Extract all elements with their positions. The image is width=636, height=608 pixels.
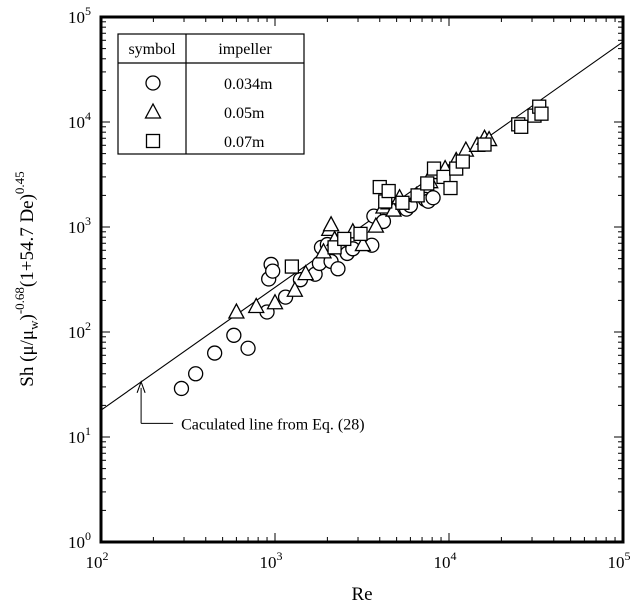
x-tick-label-base: 10 xyxy=(434,553,451,572)
y-tick-label: 105 xyxy=(68,4,91,27)
x-tick-label: 102 xyxy=(86,549,109,572)
data-point-circle xyxy=(265,263,281,279)
y-tick-label-exp: 4 xyxy=(85,109,91,123)
y-tick-label-exp: 0 xyxy=(85,529,91,543)
data-point-square xyxy=(420,176,435,191)
legend-header-impeller: impeller xyxy=(218,41,272,58)
y-axis-label: Sh (μ/μw)-0.68(1+54.7 De)0.45 xyxy=(12,171,41,386)
data-point-square xyxy=(353,226,368,242)
data-point-circle xyxy=(188,366,204,382)
data-point-square xyxy=(455,154,470,169)
data-point-square xyxy=(410,188,425,203)
data-point-circle xyxy=(330,261,346,277)
x-tick-label-exp: 5 xyxy=(625,549,631,563)
x-tick-label: 104 xyxy=(434,549,457,572)
legend-header-symbol: symbol xyxy=(128,41,176,58)
y-axis-label-exp2: 0.45 xyxy=(12,171,27,194)
data-point-circle xyxy=(173,380,190,397)
legend: symbol impeller 0.034m 0.05m 0.07m xyxy=(117,33,305,155)
data-point-square xyxy=(443,180,458,196)
y-tick-label-base: 10 xyxy=(68,218,85,237)
legend-label: 0.034m xyxy=(224,76,273,93)
data-point-triangle xyxy=(247,297,265,314)
data-point-circle xyxy=(240,340,256,356)
data-point-triangle xyxy=(354,235,372,252)
y-axis-label-mid: (1+54.7 De) xyxy=(17,194,38,287)
x-tick-label-exp: 4 xyxy=(451,549,457,563)
x-tick-label-exp: 3 xyxy=(277,549,283,563)
y-tick-label-exp: 5 xyxy=(85,4,91,18)
data-point-triangle xyxy=(314,242,333,259)
data-point-square xyxy=(381,183,396,199)
legend-label: 0.07m xyxy=(224,134,265,151)
y-tick-label-base: 10 xyxy=(68,8,85,27)
x-tick-label-base: 10 xyxy=(608,553,625,572)
y-tick-label-base: 10 xyxy=(68,428,85,447)
y-tick-label-exp: 3 xyxy=(85,214,91,228)
y-tick-label: 104 xyxy=(68,109,91,132)
data-point-circle xyxy=(425,190,441,206)
x-tick-label-exp: 2 xyxy=(103,549,109,563)
data-point-square xyxy=(395,195,410,210)
y-tick-label-base: 10 xyxy=(68,323,85,342)
y-tick-label: 101 xyxy=(68,424,91,447)
x-tick-label: 103 xyxy=(260,549,283,572)
data-point-triangle xyxy=(227,302,245,319)
data-point-triangle xyxy=(297,264,315,281)
y-tick-label: 102 xyxy=(68,319,91,342)
y-tick-label-exp: 1 xyxy=(85,424,91,438)
data-point-triangle xyxy=(266,293,284,310)
y-axis-label-close: ) xyxy=(17,314,38,320)
data-point-triangle xyxy=(322,215,340,232)
data-point-circle xyxy=(226,327,242,343)
y-axis-label-base: Sh (μ/μ xyxy=(17,330,38,387)
y-axis-label-sub: w xyxy=(26,320,41,330)
y-tick-label-exp: 2 xyxy=(85,319,91,333)
data-point-square xyxy=(337,231,352,247)
data-point-circle xyxy=(207,345,223,361)
data-point-triangle xyxy=(286,280,304,297)
legend-marker-circle xyxy=(145,75,161,91)
legend-marker-square xyxy=(145,133,161,149)
data-point-square xyxy=(284,259,300,274)
x-tick-label-base: 10 xyxy=(86,553,103,572)
plot-frame xyxy=(99,15,625,544)
y-tick-label-base: 10 xyxy=(68,113,85,132)
y-axis-label-exp1: -0.68 xyxy=(12,287,27,314)
legend-label: 0.05m xyxy=(224,105,265,122)
annotation: Caculated line from Eq. (28) xyxy=(136,380,365,433)
y-tick-label-base: 10 xyxy=(68,533,85,552)
y-tick-label: 103 xyxy=(68,214,91,237)
data-point-triangle xyxy=(367,216,385,233)
data-point-square xyxy=(477,137,492,152)
data-point-square xyxy=(514,119,529,134)
x-tick-label: 105 xyxy=(608,549,631,572)
legend-marker-triangle xyxy=(144,102,162,119)
data-points xyxy=(173,99,549,397)
annotation-text: Caculated line from Eq. (28) xyxy=(181,416,365,433)
x-tick-label-base: 10 xyxy=(260,553,277,572)
data-point-square xyxy=(534,106,549,121)
x-axis-label: Re xyxy=(351,584,372,605)
annotation-arrow-head xyxy=(136,380,146,394)
y-tick-label: 100 xyxy=(68,529,91,552)
